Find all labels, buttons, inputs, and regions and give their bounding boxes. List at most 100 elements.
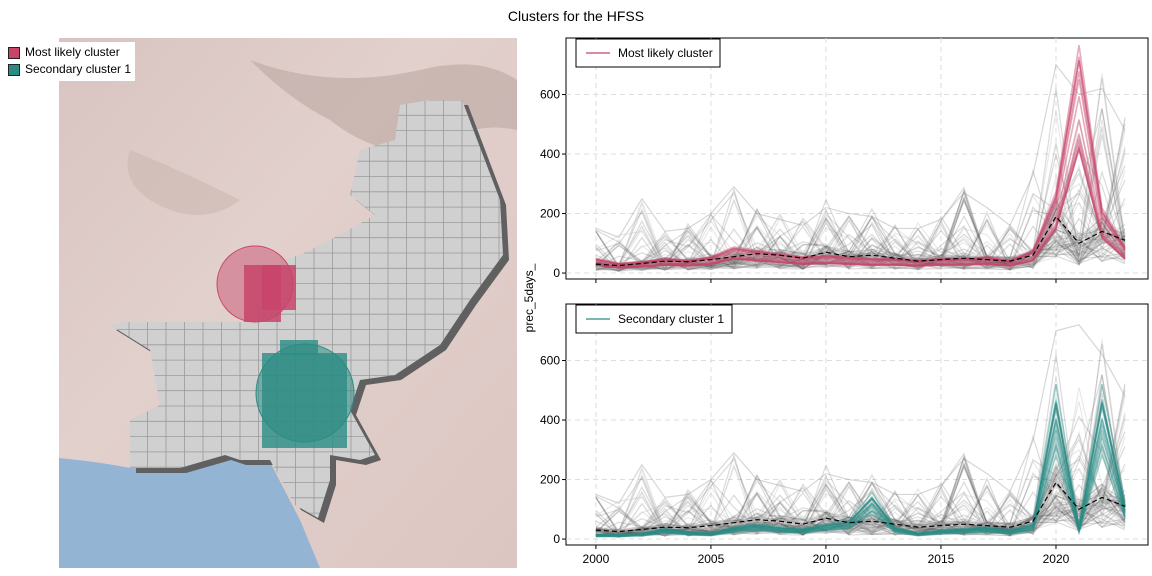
cluster-series-line (595, 146, 1126, 269)
background-series-line (595, 117, 1126, 271)
cluster-series-line (595, 60, 1126, 265)
background-series-line (595, 123, 1126, 269)
background-series-line (595, 468, 1126, 536)
background-series-line (595, 111, 1126, 267)
background-series-line (595, 452, 1126, 536)
background-series-line (595, 203, 1126, 272)
background-series-line (595, 455, 1126, 536)
y-tick-label: 400 (540, 413, 560, 427)
cluster-series-line (595, 45, 1126, 265)
background-series-line (595, 494, 1126, 538)
background-series-line (595, 344, 1126, 536)
background-series-line (595, 73, 1126, 272)
cluster-series-line (595, 432, 1126, 537)
background-series-line (595, 494, 1126, 537)
background-series-line (595, 127, 1126, 271)
x-tick-label: 2015 (928, 552, 955, 566)
cluster-series-line (595, 420, 1126, 537)
mean-line (595, 215, 1126, 267)
background-series-line (595, 186, 1126, 270)
x-tick-label: 2010 (813, 552, 840, 566)
background-series (595, 63, 1126, 272)
cluster-series-line (595, 440, 1126, 537)
background-series-line (595, 225, 1126, 272)
background-series-line (595, 224, 1126, 270)
background-series-line (595, 454, 1126, 536)
background-series-line (595, 228, 1126, 272)
cluster-series-line (595, 145, 1126, 269)
background-series-line (595, 400, 1126, 535)
background-series-line (595, 339, 1126, 538)
background-series-line (595, 108, 1126, 272)
background-series-line (595, 225, 1126, 270)
background-series-line (595, 202, 1126, 271)
cluster-series-line (595, 383, 1126, 536)
background-series-peak (595, 324, 1126, 505)
background-series-line (595, 208, 1126, 271)
country-area (110, 100, 503, 518)
background-series-line (595, 387, 1126, 535)
background-series-line (595, 149, 1126, 272)
background-series-line (595, 170, 1126, 271)
background-series-line (595, 353, 1126, 537)
background-series-line (595, 431, 1126, 538)
most-likely-cluster-circle (216, 245, 294, 323)
cluster-series-line (595, 429, 1126, 537)
cluster-series-line (595, 407, 1126, 536)
legend-item-most-likely: Most likely cluster (8, 44, 131, 61)
background-series-line (595, 490, 1126, 536)
background-series-line (595, 472, 1126, 535)
legend-swatch-secondary (8, 63, 20, 76)
background-series-line (595, 108, 1126, 271)
y-axis-label: prec_5days_ (522, 263, 536, 332)
background-series-line (595, 238, 1126, 272)
background-series-line (595, 494, 1126, 536)
background-series-line (595, 195, 1126, 270)
background-series-line (595, 153, 1126, 271)
y-tick-label: 600 (540, 88, 560, 102)
background-series-line (595, 456, 1126, 536)
cluster-series-line (595, 56, 1126, 265)
background-series-line (595, 415, 1126, 538)
background-series-line (595, 389, 1126, 535)
secondary-cluster-1 (255, 340, 355, 448)
background-series-line (595, 215, 1126, 272)
background-series-line (595, 225, 1126, 271)
background-series-line (595, 393, 1126, 537)
background-series-line (595, 440, 1126, 537)
background-series-line (595, 484, 1126, 537)
plot-frame (565, 303, 1149, 546)
background-series-line (595, 179, 1126, 271)
background-series-line (595, 165, 1126, 272)
background-series-line (595, 481, 1126, 538)
legend-label-secondary: Secondary cluster 1 (25, 62, 132, 76)
legend-swatch-most-likely (8, 46, 20, 59)
background-series-line (595, 224, 1126, 269)
mountain-shading-west (127, 150, 240, 215)
cluster-series-line (595, 59, 1126, 265)
most-likely-cluster (216, 245, 296, 323)
background-series-line (595, 485, 1126, 537)
background-series-line (595, 189, 1126, 270)
background-series-line (595, 214, 1126, 269)
y-tick-label: 0 (553, 532, 560, 546)
cluster-series-line (595, 119, 1126, 268)
cluster-series-line (595, 403, 1126, 536)
background-series-line (595, 228, 1126, 271)
background-series-line (595, 469, 1126, 538)
background-series-line (595, 491, 1126, 538)
background-series-line (595, 197, 1126, 271)
background-series-line (595, 419, 1126, 537)
background-series-line (595, 217, 1126, 271)
background-series-line (595, 436, 1126, 537)
cluster-series-line (595, 138, 1126, 269)
x-tick-label: 2020 (1043, 552, 1070, 566)
background-series-line (595, 190, 1126, 270)
background-series-line (595, 491, 1126, 537)
x-tick-label: 2000 (583, 552, 610, 566)
background-series-line (595, 218, 1126, 271)
background-series-line (595, 458, 1126, 536)
y-tick-label: 0 (553, 266, 560, 280)
plot-frame (565, 37, 1149, 280)
background-series-line (595, 504, 1126, 538)
